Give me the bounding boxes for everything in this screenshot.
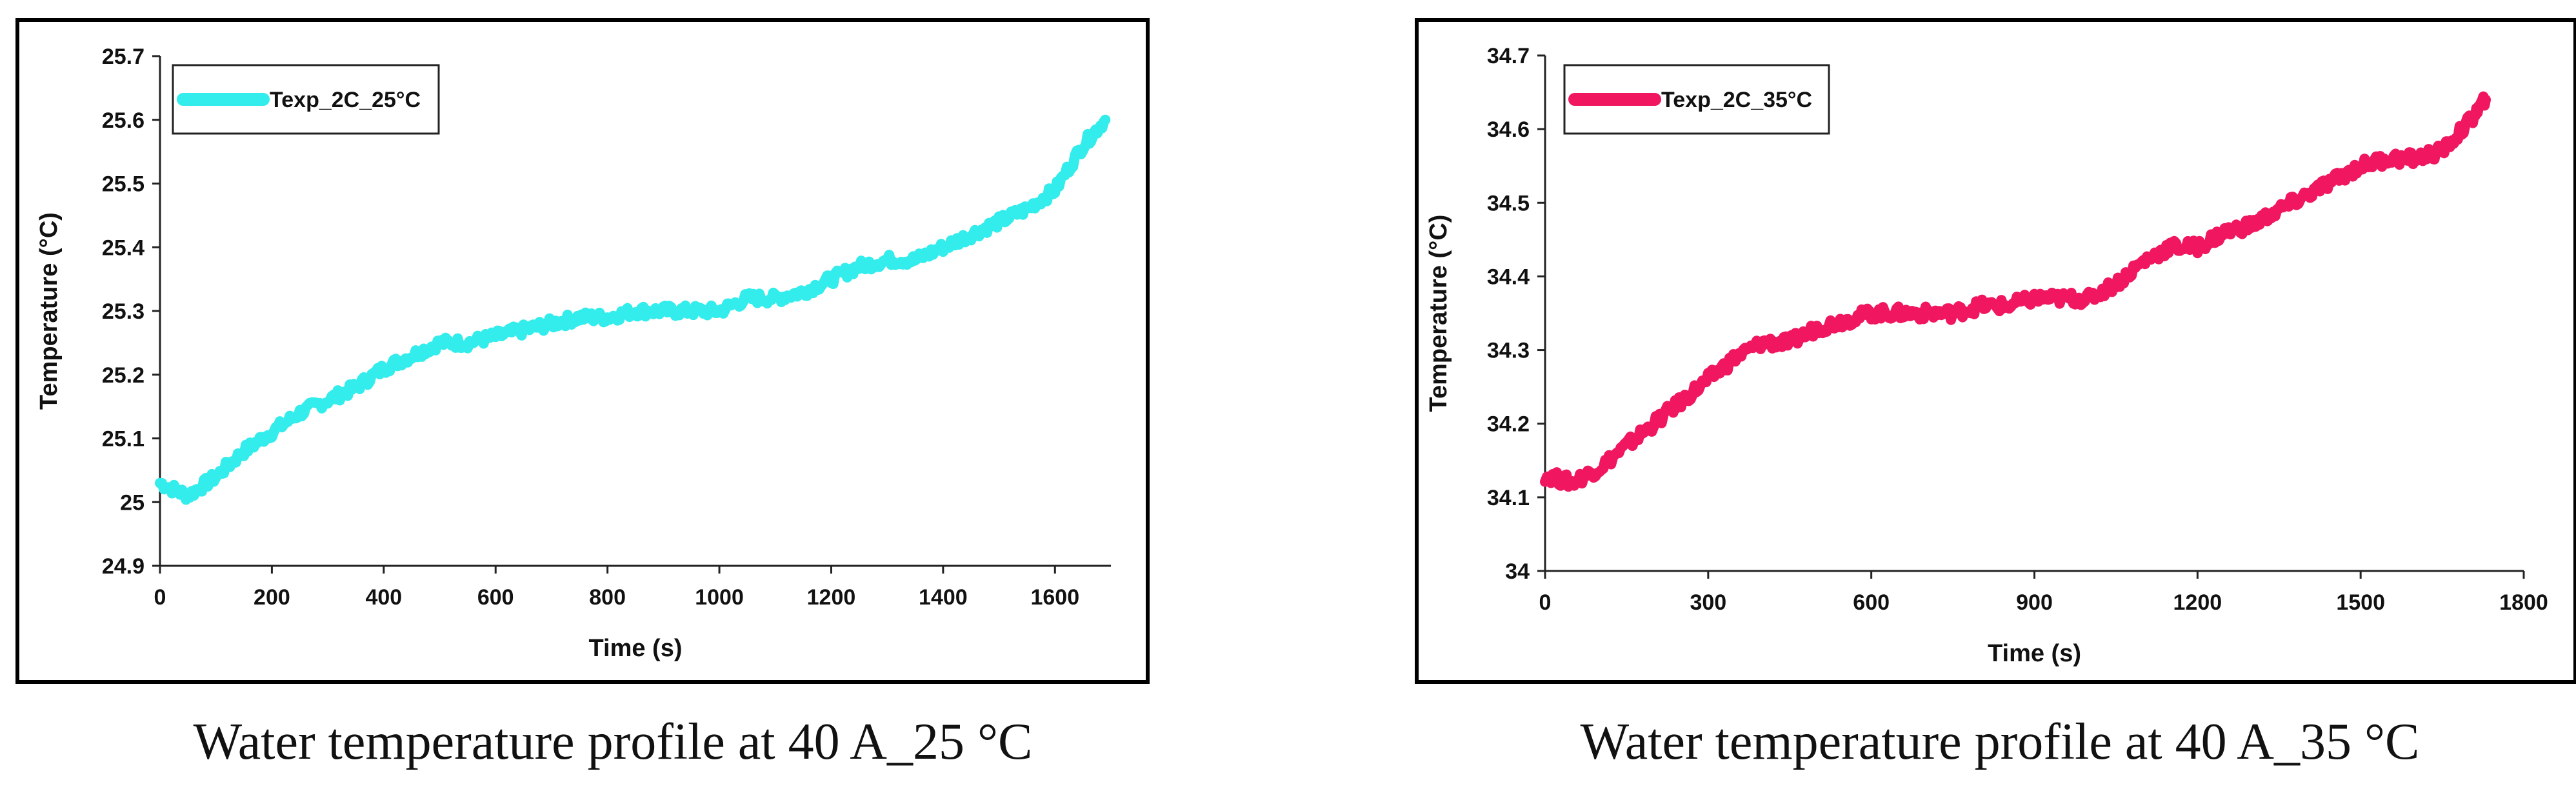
- y-tick-label: 34.2: [1487, 412, 1530, 437]
- y-axis-title: Temperature (°C): [1425, 215, 1452, 412]
- y-tick-label: 34.7: [1487, 44, 1530, 68]
- left-caption: Water temperature profile at 40 A_25 °C: [193, 714, 1033, 770]
- right-caption: Water temperature profile at 40 A_35 °C: [1580, 714, 2420, 770]
- x-tick-label: 1000: [695, 585, 744, 610]
- x-tick-label: 1800: [2499, 590, 2548, 615]
- y-tick-label: 25.6: [102, 108, 145, 133]
- y-tick-label: 34: [1505, 559, 1530, 584]
- legend-label: Texp_2C_35°C: [1661, 88, 1812, 112]
- x-tick-label: 800: [589, 585, 626, 610]
- x-tick-label: 300: [1690, 590, 1726, 615]
- x-tick-label: 600: [477, 585, 514, 610]
- y-tick-label: 34.1: [1487, 486, 1530, 510]
- y-tick-label: 24.9: [102, 554, 145, 579]
- x-tick-label: 1200: [807, 585, 856, 610]
- y-tick-label: 34.6: [1487, 117, 1530, 142]
- y-tick-label: 34.5: [1487, 191, 1530, 215]
- y-tick-label: 25.5: [102, 172, 145, 197]
- x-tick-label: 0: [154, 585, 166, 610]
- y-tick-label: 25.7: [102, 45, 145, 69]
- series-line: [155, 114, 1111, 505]
- y-tick-label: 25.2: [102, 363, 145, 388]
- y-tick-label: 34.3: [1487, 339, 1530, 363]
- y-tick-label: 25: [120, 490, 145, 515]
- left-panel: 24.9 25 25.1 25.2 25.3 25.4 25.5 25.6 25.7 0 200 40…: [0, 0, 1226, 800]
- y-tick-label: 25.1: [102, 427, 145, 452]
- x-axis-title: Time (s): [588, 635, 682, 662]
- x-tick-label: 900: [2016, 590, 2053, 615]
- x-axis-title: Time (s): [1988, 640, 2081, 667]
- x-tick-label: 1200: [2173, 590, 2222, 615]
- x-tick-label: 0: [1539, 590, 1552, 615]
- legend-label: Texp_2C_25°C: [270, 88, 421, 112]
- x-tick-label: 1500: [2336, 590, 2385, 615]
- right-panel: 34 34.1 34.2 34.3 34.4 34.5 34.6 34.7 0 300 600 900…: [1406, 0, 2576, 800]
- x-tick-label: 600: [1853, 590, 1890, 615]
- x-tick-label: 1600: [1030, 585, 1079, 610]
- y-tick-label: 34.4: [1487, 265, 1530, 289]
- y-axis-title: Temperature (°C): [35, 212, 63, 410]
- left-chart: 24.9 25 25.1 25.2 25.3 25.4 25.5 25.6 25.7 0 200 40…: [35, 45, 1111, 662]
- x-tick-label: 400: [365, 585, 402, 610]
- series-line: [1540, 91, 2491, 492]
- y-tick-label: 25.3: [102, 299, 145, 324]
- y-tick-label: 25.4: [102, 235, 145, 260]
- x-tick-label: 200: [254, 585, 290, 610]
- right-chart: 34 34.1 34.2 34.3 34.4 34.5 34.6 34.7 0 300 600 900…: [1425, 44, 2548, 667]
- x-tick-label: 1400: [919, 585, 968, 610]
